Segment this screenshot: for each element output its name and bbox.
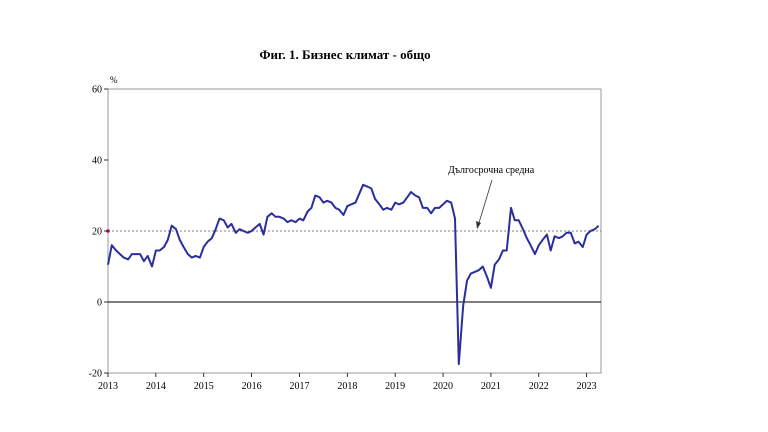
- chart-title: Фиг. 1. Бизнес климат - общо: [259, 47, 430, 62]
- x-tick-label: 2013: [98, 381, 118, 392]
- y-tick-label: -20: [89, 369, 102, 380]
- y-axis: -20 0 20 40 60: [89, 85, 108, 380]
- y-tick-label: 60: [92, 85, 102, 96]
- y-tick-label: 40: [92, 156, 102, 167]
- y-tick-label: 0: [97, 298, 102, 309]
- x-tick-label: 2017: [289, 381, 309, 392]
- long-term-average-label: Дългосрочна средна: [448, 165, 535, 176]
- x-axis: 2013 2014 2015 2016 2017 2018 2019 2020 2021 2022…: [98, 373, 597, 392]
- x-tick-label: 2020: [433, 381, 453, 392]
- x-tick-label: 2014: [146, 381, 166, 392]
- annotation-arrowhead: [476, 221, 481, 229]
- business-climate-line: [107, 183, 600, 366]
- x-tick-label: 2021: [481, 381, 501, 392]
- y-axis-unit-label: %: [110, 75, 118, 85]
- x-tick-label: 2018: [337, 381, 357, 392]
- y-tick-label: 20: [92, 227, 102, 238]
- x-tick-label: 2019: [385, 381, 405, 392]
- annotation-arrow: [477, 179, 493, 227]
- x-tick-label: 2022: [529, 381, 549, 392]
- x-tick-label: 2015: [194, 381, 214, 392]
- x-tick-label: 2023: [577, 381, 597, 392]
- x-tick-label: 2016: [242, 381, 262, 392]
